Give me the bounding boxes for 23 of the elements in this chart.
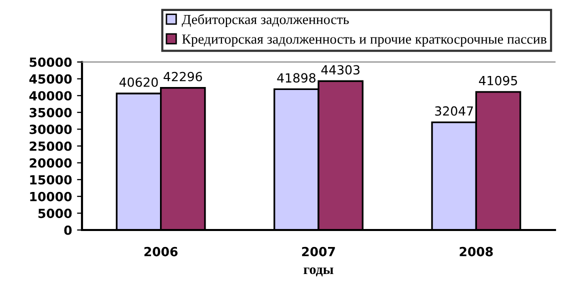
y-tick-label: 20000 (30, 158, 72, 168)
x-tick-label: 2007 (302, 246, 335, 256)
data-label: 40620 (119, 77, 158, 87)
legend-label: Дебиторская задолженность (182, 14, 349, 28)
data-label: 41095 (478, 76, 518, 86)
y-tick-label: 50000 (30, 57, 72, 67)
data-label: 32047 (435, 106, 473, 116)
y-tick-label: 5000 (38, 208, 72, 218)
x-tick-label: 2008 (460, 246, 493, 256)
data-label: 41898 (277, 73, 316, 83)
y-tick-label: 30000 (30, 124, 72, 134)
data-label: 42296 (164, 72, 202, 82)
y-tick-label: 35000 (30, 108, 72, 118)
y-tick-label: 10000 (30, 192, 72, 202)
y-tick-label: 45000 (29, 74, 72, 84)
y-tick-label: 40000 (29, 91, 72, 101)
x-tick-label: 2006 (144, 246, 178, 256)
y-tick-label: 15000 (30, 175, 72, 185)
y-tick-label: 0 (64, 225, 72, 235)
legend-label: Кредиторская задолженность и прочие краткосрочные пассив (182, 34, 546, 47)
data-label: 44303 (321, 65, 360, 75)
y-tick-label: 25000 (30, 141, 72, 151)
x-axis-title: годы (304, 267, 334, 276)
